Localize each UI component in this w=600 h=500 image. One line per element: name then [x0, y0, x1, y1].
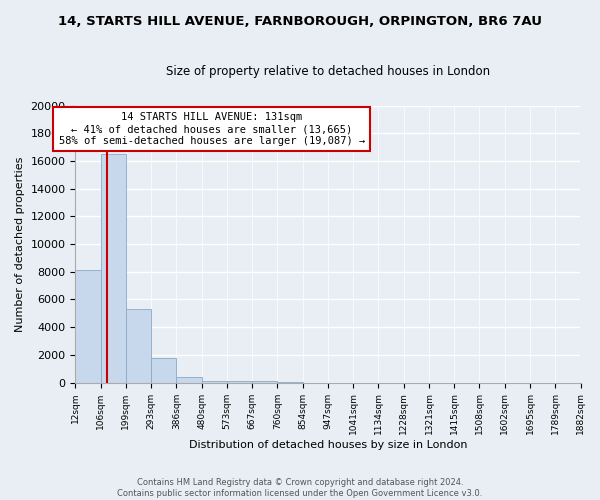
Y-axis label: Number of detached properties: Number of detached properties: [15, 156, 25, 332]
Bar: [76, 270, 101, 382]
Text: 14, STARTS HILL AVENUE, FARNBOROUGH, ORPINGTON, BR6 7AU: 14, STARTS HILL AVENUE, FARNBOROUGH, ORP…: [58, 15, 542, 28]
X-axis label: Distribution of detached houses by size in London: Distribution of detached houses by size …: [189, 440, 467, 450]
Text: 14 STARTS HILL AVENUE: 131sqm
← 41% of detached houses are smaller (13,665)
58% : 14 STARTS HILL AVENUE: 131sqm ← 41% of d…: [59, 112, 365, 146]
Text: Contains HM Land Registry data © Crown copyright and database right 2024.
Contai: Contains HM Land Registry data © Crown c…: [118, 478, 482, 498]
Title: Size of property relative to detached houses in London: Size of property relative to detached ho…: [166, 65, 490, 78]
Bar: [202, 380, 227, 382]
Bar: [151, 358, 176, 382]
Bar: [101, 154, 126, 382]
Bar: [227, 381, 252, 382]
Bar: [176, 377, 202, 382]
Bar: [126, 309, 151, 382]
